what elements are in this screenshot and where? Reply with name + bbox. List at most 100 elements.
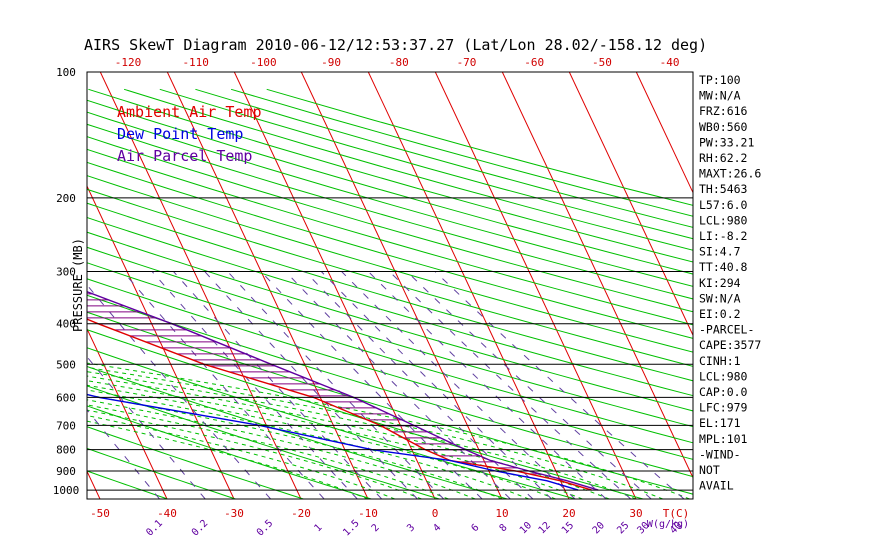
top-temp-tick-label: -100 <box>250 56 277 69</box>
mixing-ratio-line <box>204 271 418 499</box>
moist-adiabat-line <box>87 415 395 499</box>
dry-adiabat-line <box>87 294 693 478</box>
moist-adiabat-line <box>87 409 422 499</box>
index-label: CAPE:3577 <box>699 338 761 352</box>
moist-adiabat-line <box>87 362 690 499</box>
moist-adiabat-line <box>87 366 663 499</box>
index-label: EI:0.2 <box>699 307 741 321</box>
top-temp-tick-label: -70 <box>457 56 477 69</box>
moist-adiabat-line <box>87 420 369 499</box>
mixing-ratio-line <box>320 271 553 499</box>
pressure-tick-label: 200 <box>56 192 76 205</box>
top-temp-tick-label: -60 <box>524 56 544 69</box>
pressure-tick-label: 800 <box>56 444 76 457</box>
bottom-temp-tick-label: 20 <box>562 507 575 520</box>
mixing-ratio-tick-label: 1.5 <box>341 518 362 539</box>
dry-adiabat-line <box>87 365 508 499</box>
dry-adiabat-line <box>87 347 576 499</box>
mixing-ratio-tick-label: 4 <box>431 522 443 534</box>
bottom-temp-tick-label: -40 <box>157 507 177 520</box>
index-label: SI:4.7 <box>699 245 741 259</box>
dry-adiabat-line <box>87 447 236 499</box>
index-label: WB0:560 <box>699 120 748 134</box>
mixing-ratio-tick-label: 0.2 <box>190 518 211 539</box>
mixing-ratio-line <box>389 271 632 499</box>
index-label: EL:171 <box>699 416 741 430</box>
dew-point-temp-line <box>87 393 579 491</box>
index-label: TT:40.8 <box>699 260 748 274</box>
top-temp-tick-label: -120 <box>115 56 142 69</box>
mixing-ratio-tick-label: 8 <box>498 522 510 534</box>
mixing-ratio-tick-label: 0.5 <box>255 518 276 539</box>
index-label: L57:6.0 <box>699 198 748 212</box>
index-label: MPL:101 <box>699 432 748 446</box>
bottom-temp-tick-label: 10 <box>495 507 508 520</box>
index-label: LCL:980 <box>699 213 748 227</box>
mixing-ratio-line <box>406 271 652 499</box>
air-parcel-temp-line <box>87 291 599 491</box>
chart-title: AIRS SkewT Diagram 2010-06-12/12:53:37.2… <box>84 36 708 54</box>
mixing-ratio-line <box>304 271 534 499</box>
y-axis-label: PRESSURE (MB) <box>71 238 85 332</box>
pressure-tick-label: 300 <box>56 266 76 279</box>
isotherm-line <box>367 72 570 499</box>
dry-adiabat-line <box>87 188 693 367</box>
bottom-temp-tick-label: 30 <box>629 507 642 520</box>
pressure-tick-label: 400 <box>56 318 76 331</box>
index-label: CAP:0.0 <box>699 385 748 399</box>
index-label: NOT <box>699 463 720 477</box>
mixing-ratio-tick-label: 2 <box>370 522 382 534</box>
dry-adiabat-line <box>87 311 693 495</box>
dry-adiabat-line <box>87 231 693 412</box>
mixing-ratio-tick-label: 3 <box>405 522 417 534</box>
mixing-ratio-tick-label: 20 <box>591 520 607 536</box>
dry-adiabat-line <box>87 385 440 499</box>
isotherm-line <box>87 327 168 499</box>
index-label: LI:-8.2 <box>699 229 747 243</box>
top-temp-tick-label: -110 <box>182 56 209 69</box>
isotherm-line <box>300 72 503 499</box>
pressure-tick-label: 600 <box>56 391 76 404</box>
dry-adiabat-line <box>87 426 304 499</box>
pressure-tick-label: 1000 <box>53 484 80 497</box>
bottom-temp-tick-label: 0 <box>432 507 439 520</box>
pressure-tick-label: 700 <box>56 419 76 432</box>
isotherm-line <box>0 72 33 499</box>
mixing-ratio-line <box>227 271 445 499</box>
index-label: RH:62.2 <box>699 151 747 165</box>
dry-adiabat-line <box>88 88 693 263</box>
mixing-ratio-tick-label: 1 <box>312 522 324 534</box>
top-temp-tick-label: -50 <box>592 56 612 69</box>
dry-adiabat-line <box>87 202 693 382</box>
index-label: CINH:1 <box>699 354 741 368</box>
dry-adiabat-line <box>195 88 693 228</box>
mixing-ratio-tick-label: 15 <box>560 520 576 536</box>
isotherm-line <box>87 470 101 499</box>
mixing-ratio-tick-label: 0.1 <box>144 518 165 539</box>
index-label: TP:100 <box>699 73 741 87</box>
index-label: -PARCEL- <box>699 323 754 337</box>
dry-adiabat-line <box>266 88 693 206</box>
dry-adiabat-line <box>87 246 693 428</box>
bottom-temp-tick-label: -30 <box>224 507 244 520</box>
mixing-ratio-tick-label: 6 <box>470 522 482 534</box>
mixing-ratio-line <box>434 271 685 499</box>
mixing-ratio-line <box>285 271 511 499</box>
isotherm-line <box>635 72 693 194</box>
dry-adiabat-line <box>87 123 693 300</box>
index-label: LCL:980 <box>699 369 748 383</box>
plot-frame <box>86 71 694 500</box>
index-label: MW:N/A <box>699 89 741 103</box>
moist-adiabat-line <box>87 394 503 499</box>
index-label: PW:33.21 <box>699 135 754 149</box>
bottom-temp-tick-label: -50 <box>90 507 110 520</box>
index-label: -WIND- <box>699 447 741 461</box>
moist-adiabat-line <box>87 375 610 499</box>
index-label: AVAIL <box>699 479 734 493</box>
x-axis-label: T(C) <box>663 507 690 520</box>
moist-adiabat-line <box>87 371 637 499</box>
dry-adiabat-line <box>87 99 693 275</box>
index-label: KI:294 <box>699 276 741 290</box>
mixing-ratio-line <box>367 271 607 499</box>
